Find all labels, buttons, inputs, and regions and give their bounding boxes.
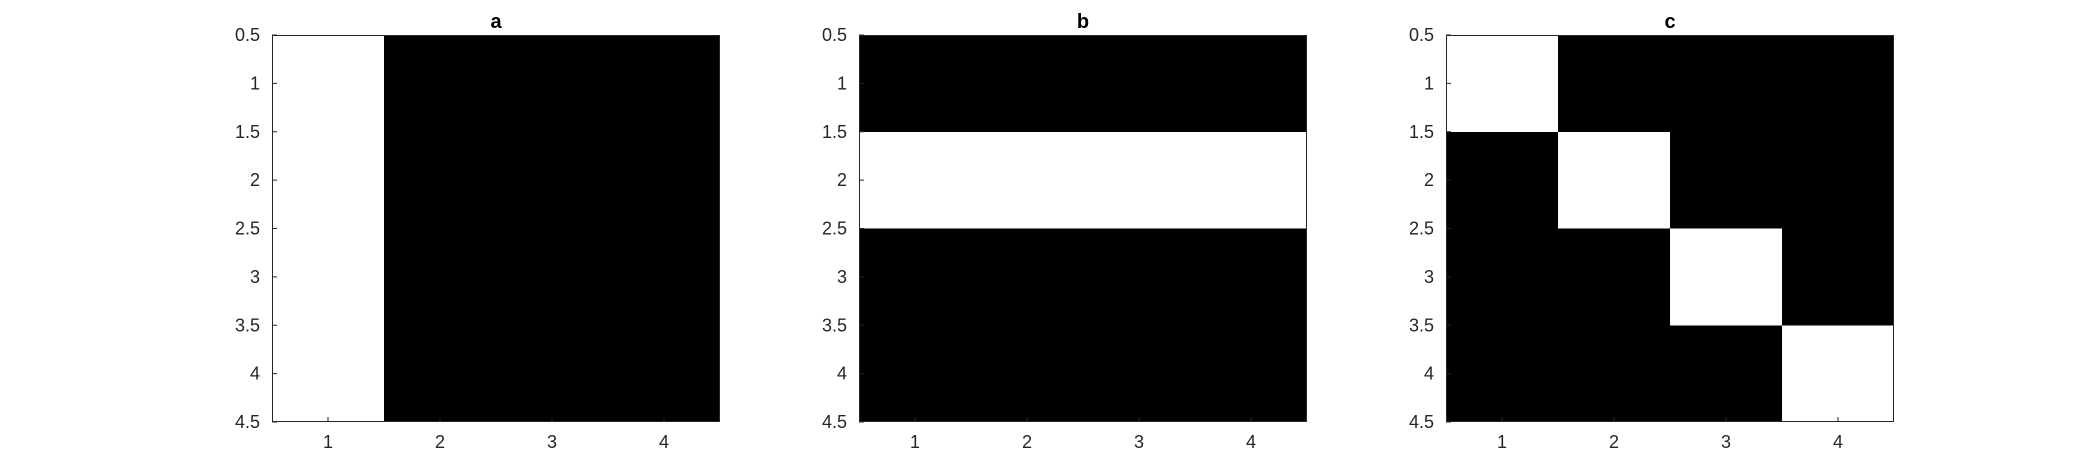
heatmap-cell-r2-c1 bbox=[272, 131, 384, 229]
heatmap-cell-r3-c3 bbox=[1083, 228, 1195, 326]
heatmap-cell-r2-c2 bbox=[971, 131, 1083, 229]
heatmap-cell-r3-c1 bbox=[1446, 228, 1558, 326]
y-tick-label: 3.5 bbox=[235, 315, 260, 335]
y-tick-label: 4 bbox=[1424, 364, 1434, 384]
heatmap-cell-r4-c4 bbox=[1195, 325, 1307, 422]
heatmap-cell-r1-c2 bbox=[384, 35, 496, 132]
heatmap-cell-r2-c2 bbox=[384, 131, 496, 229]
y-tick-label: 1.5 bbox=[1409, 122, 1434, 142]
heatmap-cell-r2-c3 bbox=[1083, 131, 1195, 229]
heatmap-cell-r1-c2 bbox=[971, 35, 1083, 132]
x-tick-label: 2 bbox=[435, 432, 445, 452]
heatmap-cell-r2-c1 bbox=[1446, 131, 1558, 229]
heatmap-cell-r1-c1 bbox=[859, 35, 971, 132]
y-tick-label: 0.5 bbox=[235, 25, 260, 45]
y-tick-label: 2.5 bbox=[1409, 219, 1434, 239]
x-tick-label: 4 bbox=[1833, 432, 1843, 452]
y-tick-label: 4.5 bbox=[1409, 412, 1434, 432]
panel-c: c 1 2 3 4 0.5 1 1.5 2 2.5 3 3.5 4 4.5 bbox=[1409, 11, 1894, 452]
heatmap-cell-r1-c4 bbox=[1782, 35, 1894, 132]
heatmap-cell-r3-c1 bbox=[859, 228, 971, 326]
heatmap-cell-r3-c2 bbox=[384, 228, 496, 326]
panel-a: a 1 2 3 4 0.5 1 1.5 2 2.5 3 3.5 4 4.5 bbox=[235, 11, 720, 452]
panel-title: b bbox=[1077, 11, 1089, 33]
y-tick-label: 1 bbox=[837, 73, 847, 93]
y-tick-label: 1.5 bbox=[822, 122, 847, 142]
heatmap-cell-r4-c2 bbox=[384, 325, 496, 422]
heatmap-cell-r3-c4 bbox=[608, 228, 720, 326]
y-tick-label: 1 bbox=[250, 73, 260, 93]
heatmap-cell-r1-c3 bbox=[1670, 35, 1782, 132]
y-tick-label: 3.5 bbox=[1409, 315, 1434, 335]
y-tick-label: 2.5 bbox=[235, 219, 260, 239]
x-tick-label: 4 bbox=[1246, 432, 1256, 452]
heatmap-cell-r4-c2 bbox=[971, 325, 1083, 422]
heatmap-cell-r1-c2 bbox=[1558, 35, 1670, 132]
y-tick-label: 3 bbox=[250, 267, 260, 287]
y-tick-label: 2 bbox=[250, 170, 260, 190]
heatmap-cell-r4-c1 bbox=[859, 325, 971, 422]
heatmap-cell-r1-c1 bbox=[1446, 35, 1558, 132]
heatmap-cell-r1-c1 bbox=[272, 35, 384, 132]
y-tick-label: 4.5 bbox=[235, 412, 260, 432]
y-tick-label: 4 bbox=[837, 364, 847, 384]
heatmap-cell-r3-c1 bbox=[272, 228, 384, 326]
x-tick-label: 4 bbox=[659, 432, 669, 452]
y-tick-label: 1.5 bbox=[235, 122, 260, 142]
y-tick-label: 3 bbox=[1424, 267, 1434, 287]
heatmap-cell-r4-c2 bbox=[1558, 325, 1670, 422]
heatmap-cell-r4-c3 bbox=[1083, 325, 1195, 422]
heatmap-cell-r3-c4 bbox=[1195, 228, 1307, 326]
heatmap-cell-r4-c3 bbox=[496, 325, 608, 422]
y-tick-label: 0.5 bbox=[1409, 25, 1434, 45]
heatmap-cell-r3-c2 bbox=[1558, 228, 1670, 326]
y-tick-label: 0.5 bbox=[822, 25, 847, 45]
y-tick-label: 3.5 bbox=[822, 315, 847, 335]
panel-title: a bbox=[490, 11, 502, 33]
x-tick-label: 3 bbox=[1134, 432, 1144, 452]
y-tick-label: 2 bbox=[1424, 170, 1434, 190]
heatmap-cell-r2-c4 bbox=[1782, 131, 1894, 229]
y-tick-label: 3 bbox=[837, 267, 847, 287]
heatmap-cell-r2-c2 bbox=[1558, 131, 1670, 229]
heatmap-cell-r4-c3 bbox=[1670, 325, 1782, 422]
heatmap-cell-r1-c3 bbox=[496, 35, 608, 132]
heatmap-cell-r4-c1 bbox=[272, 325, 384, 422]
heatmap-cell-r3-c3 bbox=[496, 228, 608, 326]
heatmap-cell-r2-c4 bbox=[608, 131, 720, 229]
x-tick-label: 2 bbox=[1022, 432, 1032, 452]
x-tick-label: 1 bbox=[1497, 432, 1507, 452]
panel-b: b 1 2 3 4 0.5 1 1.5 2 2.5 3 3.5 4 4.5 bbox=[822, 11, 1307, 452]
heatmap-cell-r4-c4 bbox=[608, 325, 720, 422]
heatmap-cell-r2-c1 bbox=[859, 131, 971, 229]
heatmap-cell-r4-c4 bbox=[1782, 325, 1894, 422]
heatmap-cell-r3-c3 bbox=[1670, 228, 1782, 326]
x-tick-label: 1 bbox=[910, 432, 920, 452]
heatmap-cell-r3-c2 bbox=[971, 228, 1083, 326]
y-tick-label: 4.5 bbox=[822, 412, 847, 432]
heatmap-cell-r2-c4 bbox=[1195, 131, 1307, 229]
y-tick-label: 1 bbox=[1424, 73, 1434, 93]
x-tick-label: 1 bbox=[323, 432, 333, 452]
x-tick-label: 3 bbox=[547, 432, 557, 452]
heatmap-cell-r2-c3 bbox=[1670, 131, 1782, 229]
heatmap-cell-r4-c1 bbox=[1446, 325, 1558, 422]
heatmap-cell-r2-c3 bbox=[496, 131, 608, 229]
x-tick-label: 2 bbox=[1609, 432, 1619, 452]
y-tick-label: 2 bbox=[837, 170, 847, 190]
heatmap-cell-r3-c4 bbox=[1782, 228, 1894, 326]
heatmap-cell-r1-c4 bbox=[608, 35, 720, 132]
y-tick-label: 4 bbox=[250, 364, 260, 384]
y-tick-label: 2.5 bbox=[822, 219, 847, 239]
heatmap-cell-r1-c3 bbox=[1083, 35, 1195, 132]
heatmap-cell-r1-c4 bbox=[1195, 35, 1307, 132]
x-tick-label: 3 bbox=[1721, 432, 1731, 452]
panel-title: c bbox=[1664, 11, 1675, 33]
